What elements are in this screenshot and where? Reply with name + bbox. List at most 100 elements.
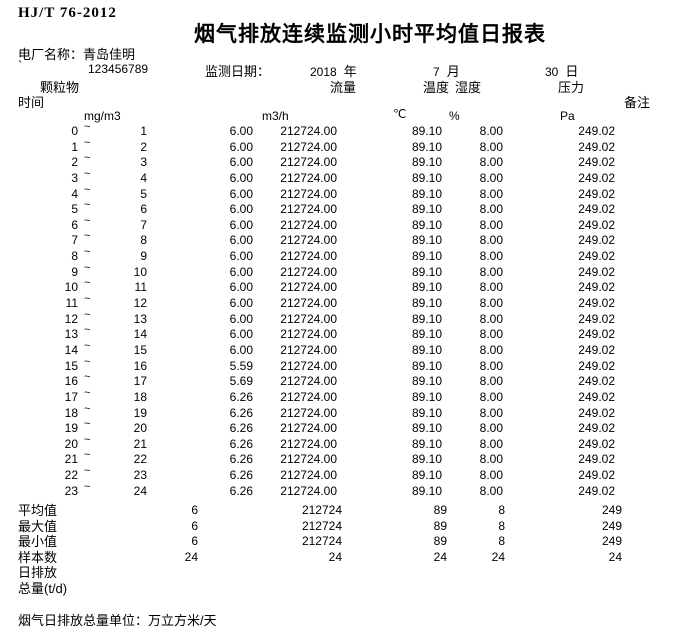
- flow-value: 212724.00: [280, 311, 337, 326]
- hour-to: 7: [140, 217, 147, 232]
- particulate-value: 6.00: [229, 139, 253, 154]
- hour-to: 16: [133, 358, 147, 373]
- flow-value: 212724.00: [280, 421, 337, 436]
- humidity-value: 8.00: [479, 249, 503, 264]
- hour-from: 6: [71, 217, 78, 232]
- monitor-date-day: 30 日: [545, 61, 578, 80]
- pressure-value: 249.02: [578, 483, 615, 498]
- temperature-value: 89.10: [411, 374, 442, 389]
- hour-from: 1: [71, 139, 78, 154]
- data-rows: 0 ~1 6.00 212724.00 89.10 8.00 249.02 1 ~2 6.00 21…: [0, 121, 678, 499]
- temperature-value: 89.10: [411, 468, 442, 483]
- flow-value: 212724.00: [280, 202, 337, 217]
- particulate-value: 6.00: [229, 202, 253, 217]
- hour-to: 4: [140, 170, 147, 185]
- pressure-value: 249.02: [578, 264, 615, 279]
- humidity-value: 8.00: [479, 124, 503, 138]
- humidity-value: 8.00: [479, 170, 503, 185]
- hour-from: 22: [64, 468, 78, 483]
- flow-value: 212724.00: [280, 452, 337, 467]
- summary-label: 最大值: [18, 518, 58, 534]
- particulate-value: 6.00: [229, 217, 253, 232]
- hour-from: 13: [64, 327, 78, 342]
- hour-to: 17: [133, 374, 147, 389]
- tilde-separator: ~: [84, 355, 91, 368]
- particulate-value: 6.26: [229, 405, 253, 420]
- summary-row: 日排放: [0, 565, 678, 581]
- temperature-value: 89.10: [411, 233, 442, 248]
- temperature-value: 89.10: [411, 155, 442, 170]
- table-row: 22 ~23 6.26 212724.00 89.10 8.00 249.02: [0, 465, 678, 484]
- tilde-separator: ~: [84, 230, 91, 243]
- pressure-value: 249.02: [578, 421, 615, 436]
- particulate-value: 6.00: [229, 155, 253, 170]
- table-row: 19 ~20 6.26 212724.00 89.10 8.00 249.02: [0, 418, 678, 437]
- pressure-value: 249.02: [578, 327, 615, 342]
- pressure-value: 249.02: [578, 124, 615, 138]
- flow-value: 212724.00: [280, 280, 337, 295]
- summary-row: 样本数 24 24 24 24 24: [0, 550, 678, 566]
- unit-particulate: mg/m3: [84, 109, 121, 123]
- flow-value: 212724.00: [280, 374, 337, 389]
- summary-label: 最小值: [18, 534, 58, 549]
- humidity-value: 8.00: [479, 483, 503, 498]
- summary-label: 日排放: [18, 565, 58, 580]
- tilde-separator: ~: [84, 152, 91, 165]
- humidity-value: 8.00: [479, 186, 503, 201]
- monitor-date-year: 2018 年: [310, 61, 357, 80]
- table-row: 21 ~22 6.26 212724.00 89.10 8.00 249.02: [0, 449, 678, 468]
- hour-to: 19: [133, 405, 147, 420]
- table-row: 10 ~11 6.00 212724.00 89.10 8.00 249.02: [0, 277, 678, 296]
- flow-value: 212724.00: [280, 155, 337, 170]
- summary-value: 24: [184, 549, 198, 564]
- column-header-remark: 备注: [624, 95, 651, 110]
- temperature-value: 89.10: [411, 280, 442, 295]
- humidity-value: 8.00: [479, 436, 503, 451]
- summary-value: 212724: [301, 503, 342, 517]
- pressure-value: 249.02: [578, 405, 615, 420]
- summary-value: 24: [328, 549, 342, 564]
- year-unit: 年: [343, 64, 357, 79]
- hour-to: 13: [133, 311, 147, 326]
- tilde-separator: ~: [84, 418, 91, 431]
- day-unit: 日: [565, 64, 579, 79]
- hour-from: 7: [71, 233, 78, 248]
- pressure-value: 249.02: [578, 468, 615, 483]
- temperature-value: 89.10: [411, 342, 442, 357]
- particulate-value: 6.26: [229, 483, 253, 498]
- temperature-value: 89.10: [411, 186, 442, 201]
- particulate-value: 6.00: [229, 170, 253, 185]
- summary-row: 平均值 6 212724 89 8 249: [0, 503, 678, 519]
- pressure-value: 249.02: [578, 202, 615, 217]
- tilde-separator: ~: [84, 433, 91, 446]
- hour-to: 11: [134, 280, 147, 295]
- humidity-value: 8.00: [479, 374, 503, 389]
- table-row: 6 ~7 6.00 212724.00 89.10 8.00 249.02: [0, 215, 678, 234]
- hour-to: 20: [133, 421, 147, 436]
- humidity-value: 8.00: [479, 155, 503, 170]
- report-title: 烟气排放连续监测小时平均值日报表: [194, 23, 546, 46]
- tilde-separator: ~: [84, 339, 91, 352]
- column-header-temperature: 温度: [423, 80, 450, 95]
- particulate-value: 6.00: [229, 264, 253, 279]
- temperature-value: 89.10: [411, 389, 442, 404]
- hour-from: 16: [64, 374, 78, 389]
- table-row: 5 ~6 6.00 212724.00 89.10 8.00 249.02: [0, 199, 678, 218]
- humidity-value: 8.00: [479, 139, 503, 154]
- summary-label: 总量(t/d): [18, 580, 68, 596]
- hour-from: 17: [64, 389, 78, 404]
- hour-to: 23: [133, 468, 147, 483]
- hour-from: 12: [64, 311, 78, 326]
- temperature-value: 89.10: [411, 202, 442, 217]
- hour-from: 9: [71, 264, 78, 279]
- tilde-separator: ~: [84, 199, 91, 212]
- column-header-particulate: 颗粒物: [40, 80, 80, 95]
- flow-value: 212724.00: [280, 186, 337, 201]
- flow-value: 212724.00: [280, 233, 337, 248]
- hour-to: 18: [133, 389, 147, 404]
- summary-value: 89: [433, 534, 447, 548]
- pressure-value: 249.02: [578, 139, 615, 154]
- flow-value: 212724.00: [280, 124, 337, 138]
- temperature-value: 89.10: [411, 264, 442, 279]
- humidity-value: 8.00: [479, 264, 503, 279]
